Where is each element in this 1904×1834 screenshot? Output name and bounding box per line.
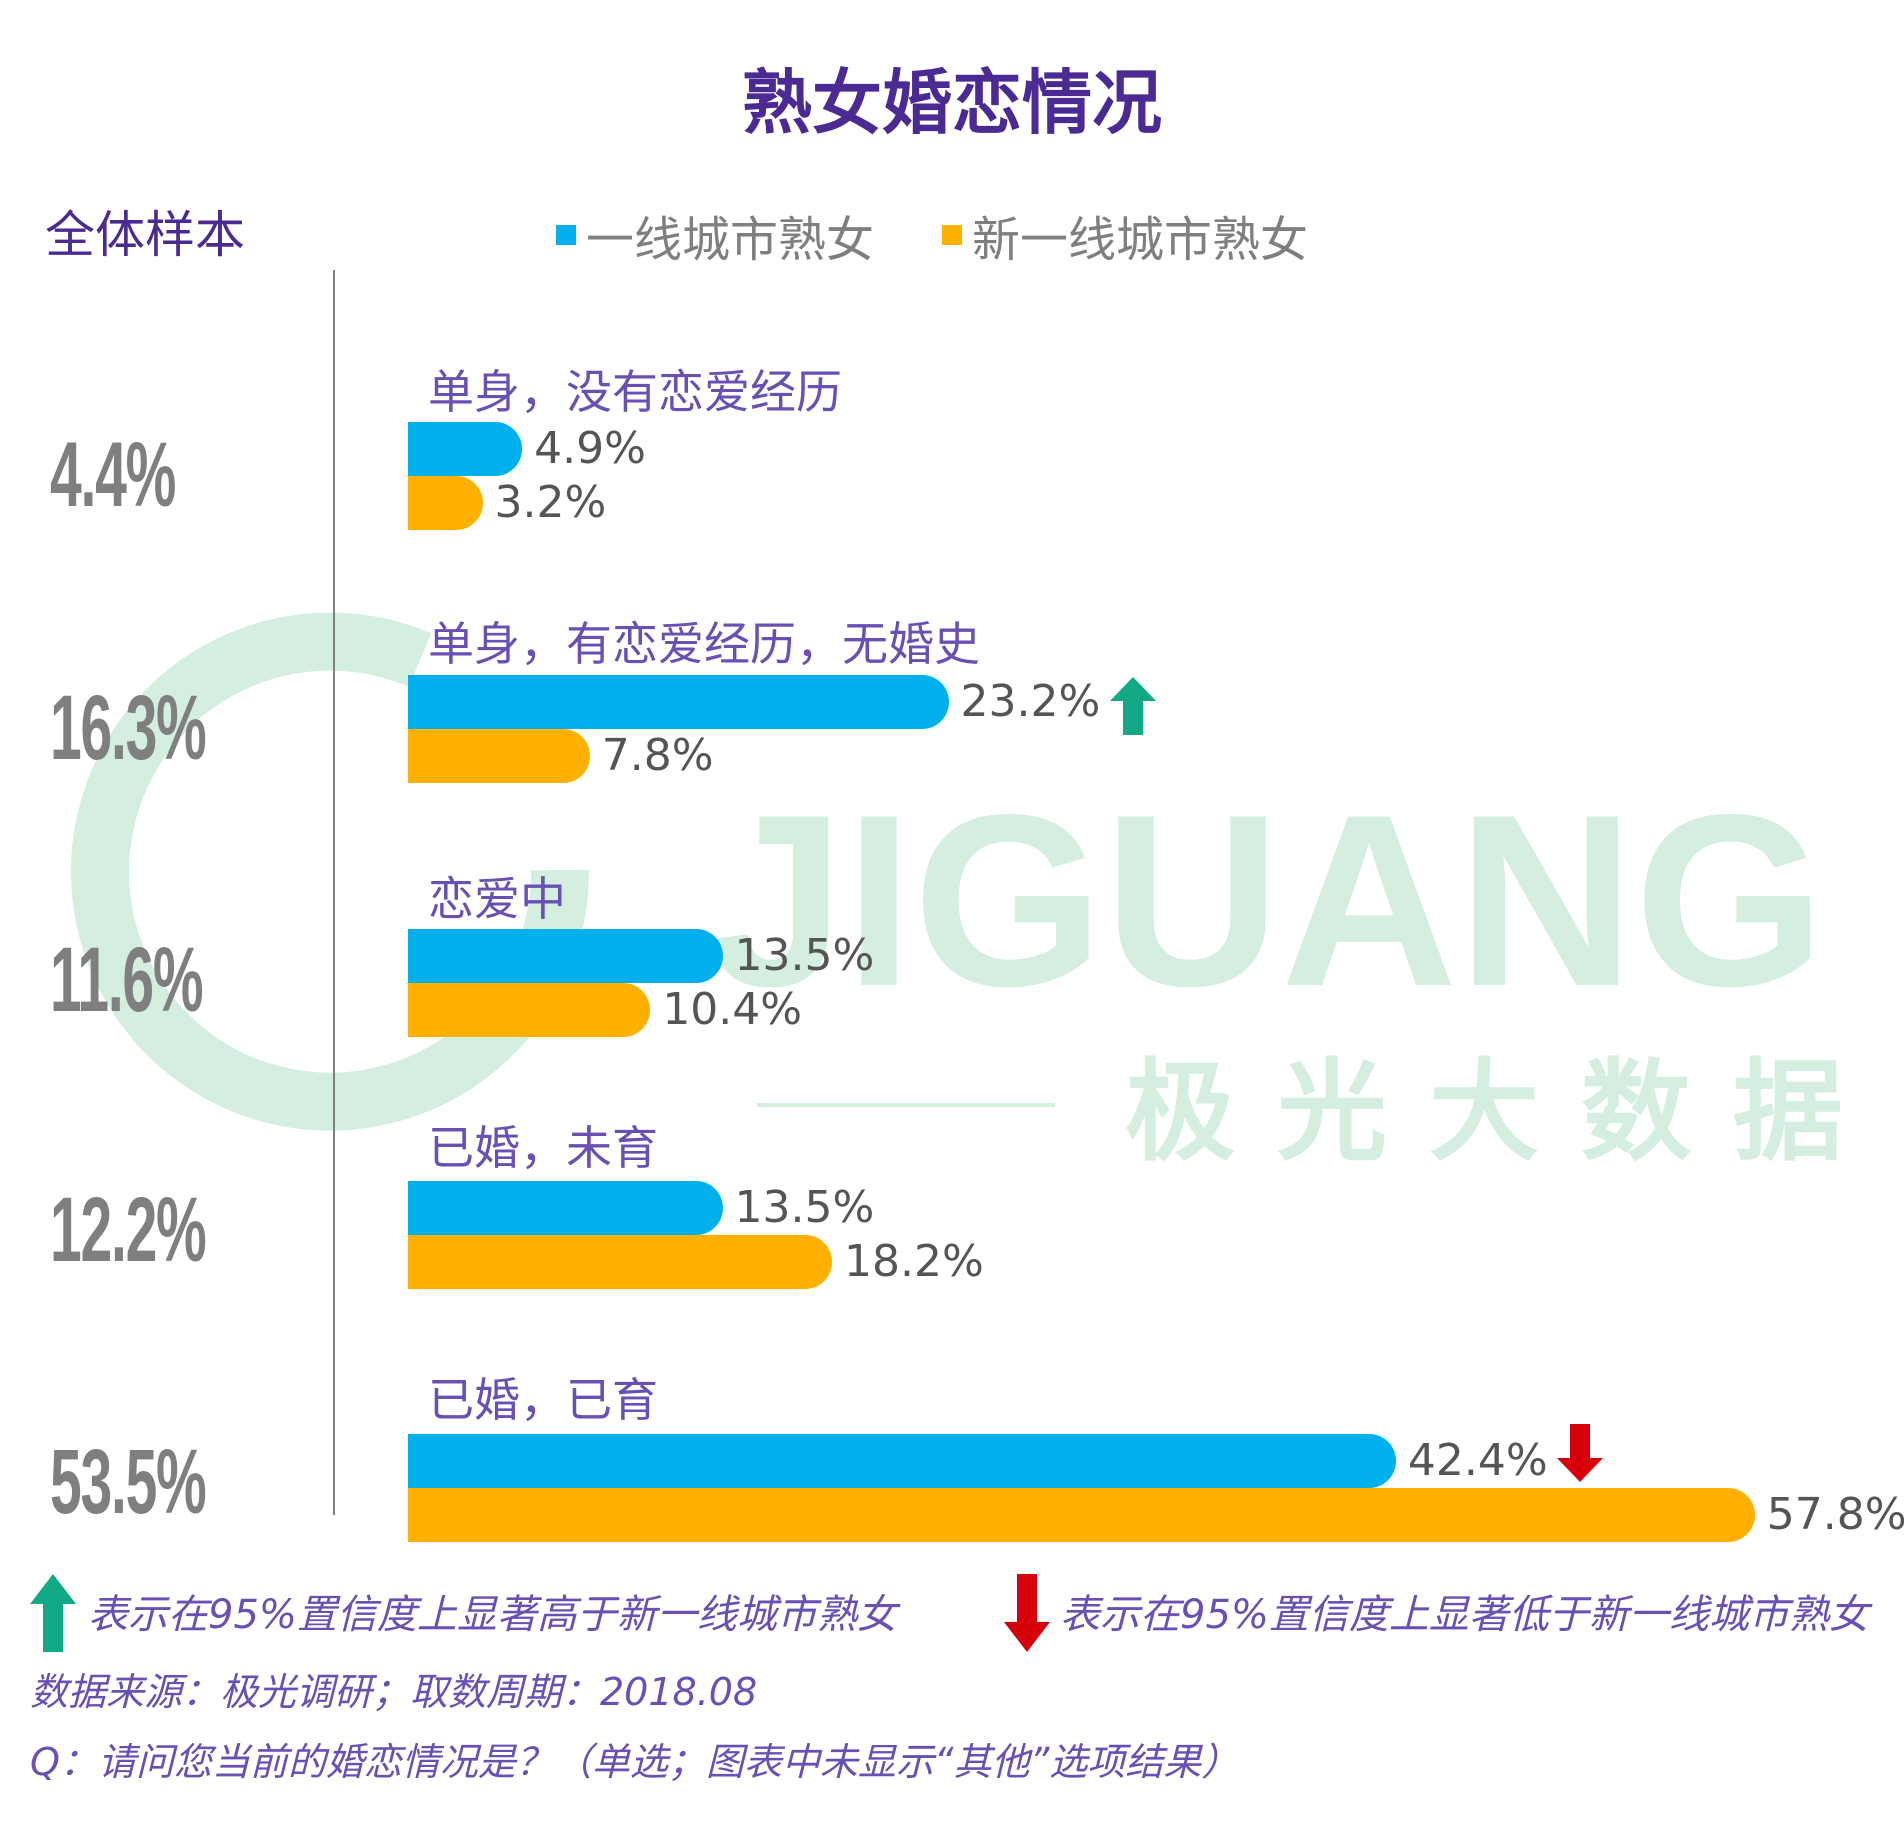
legend-label-new-tier1: 新一线城市熟女 xyxy=(972,212,1309,268)
bar-tier1 xyxy=(408,1434,1396,1488)
chart-title: 熟女婚恋情况 xyxy=(742,62,1162,144)
total-sample-label: 全体样本 xyxy=(45,206,245,264)
bar-new-tier1 xyxy=(408,729,590,783)
watermark-subtitle: 极光大数据 xyxy=(1125,1048,1885,1176)
significance-down-arrow-icon xyxy=(1556,1424,1603,1482)
data-source: 数据来源：极光调研；取数周期：2018.08 xyxy=(30,1670,758,1714)
bar-value-label: 23.2% xyxy=(960,676,1101,727)
total-value: 53.5% xyxy=(50,1431,207,1533)
bar-new-tier1 xyxy=(408,1235,833,1289)
bar-tier1 xyxy=(408,929,723,983)
bar-value-label: 7.8% xyxy=(601,730,714,781)
category-label: 已婚，未育 xyxy=(428,1121,658,1175)
bar-value-label: 3.2% xyxy=(494,477,607,528)
total-value: 11.6% xyxy=(50,929,204,1031)
watermark-logo-arc xyxy=(71,612,590,1131)
category-label: 单身，没有恋爱经历 xyxy=(428,365,842,419)
legend-item-new-tier1: 新一线城市熟女 xyxy=(942,205,1308,268)
bar-tier1 xyxy=(408,422,523,476)
bar-tier1 xyxy=(408,1181,723,1235)
up-arrow-icon xyxy=(30,1574,76,1652)
watermark-brand: JIGUANG xyxy=(709,763,1825,1037)
up-arrow-meaning: 表示在95%置信度上显著高于新一线城市熟女 xyxy=(88,1592,897,1638)
bar-new-tier1 xyxy=(408,983,651,1037)
question-note: Q：请问您当前的婚恋情况是？（单选；图表中未显示“其他”选项结果） xyxy=(30,1740,1240,1784)
bar-value-label: 10.4% xyxy=(662,984,803,1035)
bar-value-label: 13.5% xyxy=(734,1182,875,1233)
legend-label-tier1: 一线城市熟女 xyxy=(586,212,875,268)
bar-tier1 xyxy=(408,675,949,729)
legend-swatch-new-tier1 xyxy=(942,225,962,245)
legend-swatch-tier1 xyxy=(556,225,576,245)
legend-item-tier1: 一线城市熟女 xyxy=(556,205,874,268)
bar-value-label: 42.4% xyxy=(1407,1435,1548,1486)
bar-value-label: 4.9% xyxy=(534,423,646,474)
significance-up-arrow-icon xyxy=(1109,677,1156,735)
bar-new-tier1 xyxy=(408,1488,1755,1542)
category-label: 恋爱中 xyxy=(428,872,566,926)
category-label: 单身，有恋爱经历，无婚史 xyxy=(428,617,980,671)
bar-value-label: 57.8% xyxy=(1766,1489,1904,1540)
bar-value-label: 13.5% xyxy=(734,930,875,981)
total-value: 4.4% xyxy=(50,424,176,526)
down-arrow-icon xyxy=(1004,1574,1050,1652)
divider-line xyxy=(333,270,335,1515)
bar-value-label: 18.2% xyxy=(844,1236,984,1287)
category-label: 已婚，已育 xyxy=(428,1373,658,1427)
total-value: 16.3% xyxy=(50,677,207,779)
total-value: 12.2% xyxy=(50,1179,207,1281)
bar-new-tier1 xyxy=(408,476,483,530)
down-arrow-meaning: 表示在95%置信度上显著低于新一线城市熟女 xyxy=(1060,1592,1869,1638)
